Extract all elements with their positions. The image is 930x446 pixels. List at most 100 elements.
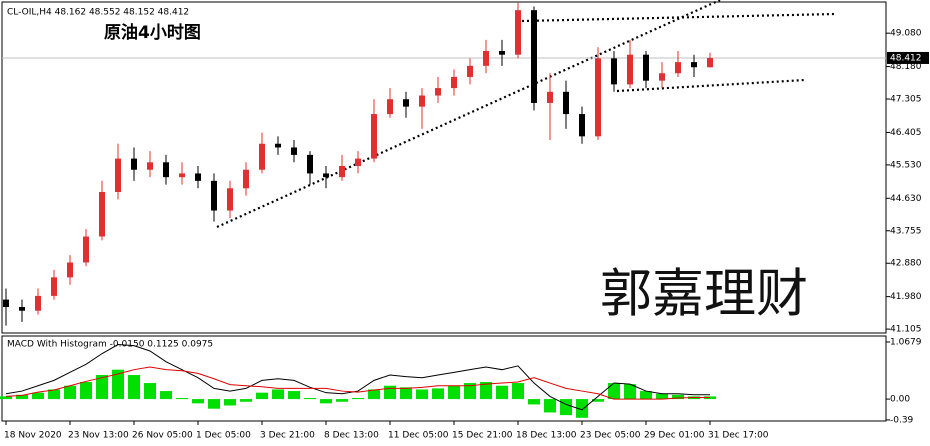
histogram-bar	[16, 394, 28, 400]
histogram-bar	[368, 389, 380, 400]
y-tick-label: 47.305	[890, 95, 922, 105]
histogram-bar	[80, 381, 92, 400]
histogram-bar	[32, 392, 44, 400]
y2-tick-label: -0.39	[890, 415, 914, 425]
trendline	[521, 12, 836, 23]
y-tick-label: 42.880	[890, 259, 922, 269]
histogram-bar	[96, 375, 108, 400]
candle-body	[131, 158, 137, 170]
candle-body	[355, 158, 361, 167]
symbol-header: CL-OIL,H4 48.162 48.552 48.152 48.412	[7, 8, 189, 18]
x-tick-label: 15 Dec 21:00	[452, 431, 513, 441]
candle-body	[147, 162, 153, 170]
candle-body	[35, 295, 41, 311]
candle-body	[323, 173, 329, 178]
indicator-panel	[1, 335, 887, 422]
histogram-bar	[640, 391, 652, 400]
x-tick-label: 26 Nov 05:00	[132, 431, 193, 441]
candle-body	[467, 65, 473, 77]
histogram-bar	[592, 399, 604, 402]
watermark: 郭嘉理财	[600, 265, 808, 325]
candle-body	[515, 10, 521, 55]
x-tick-label: 3 Dec 21:00	[260, 431, 315, 441]
y-tick-label: 41.980	[890, 292, 922, 302]
candle-body	[579, 114, 585, 137]
indicator-title: MACD With Histogram -0.0150 0.1125 0.097…	[7, 340, 213, 350]
candle-body	[563, 91, 569, 115]
histogram-bar	[304, 398, 316, 400]
x-tick-label: 1 Dec 05:00	[196, 431, 251, 441]
histogram-bar	[64, 385, 76, 400]
x-tick-label: 18 Nov 2020	[4, 431, 62, 441]
candle-body	[659, 73, 665, 81]
candle-body	[691, 62, 697, 68]
histogram-bar	[560, 399, 572, 416]
candle-body	[451, 76, 457, 89]
candle-body	[387, 99, 393, 115]
candle-body	[499, 50, 505, 55]
macd-line	[5, 344, 710, 411]
current-price-label: 48.412	[890, 53, 922, 63]
histogram-bar	[112, 369, 124, 400]
chart-title: 原油4小时图	[104, 22, 201, 43]
histogram-bar	[384, 385, 396, 400]
histogram-bar	[160, 391, 172, 400]
candle-body	[547, 91, 553, 103]
current-price-box	[887, 51, 929, 64]
candle-body	[275, 143, 281, 148]
candle-body	[195, 173, 201, 181]
histogram-bar	[576, 399, 588, 418]
histogram-bar	[128, 375, 140, 400]
candle-body	[339, 166, 345, 178]
candle-body	[163, 162, 169, 178]
candle-body	[643, 54, 649, 81]
candle-body	[3, 299, 9, 308]
y-tick-label: 44.630	[890, 194, 922, 204]
histogram-bar	[624, 384, 636, 400]
histogram-bar	[208, 399, 220, 409]
candle-body	[51, 277, 57, 296]
candle-body	[611, 58, 617, 85]
candle-body	[291, 147, 297, 155]
x-tick-label: 11 Dec 05:00	[388, 431, 449, 441]
candle-body	[707, 57, 713, 68]
x-tick-label: 18 Dec 13:00	[516, 431, 577, 441]
histogram-bar	[256, 392, 268, 400]
y-tick-label: 41.105	[890, 325, 922, 335]
y-tick-label: 45.530	[890, 160, 922, 170]
x-tick-label: 31 Dec 17:00	[708, 431, 769, 441]
histogram-bar	[144, 383, 156, 400]
candle-body	[99, 191, 105, 237]
histogram-bar	[192, 399, 204, 404]
candle-body	[675, 62, 681, 74]
histogram-bar	[240, 399, 252, 402]
y-tick-label: 48.180	[890, 62, 922, 72]
histogram-bar	[448, 385, 460, 400]
candle-body	[67, 262, 73, 278]
candle-body	[243, 169, 249, 189]
candle-body	[627, 54, 633, 85]
histogram-bar	[672, 394, 684, 400]
x-tick-label: 23 Nov 13:00	[68, 431, 129, 441]
histogram-bar	[0, 396, 12, 400]
histogram-bar	[48, 389, 60, 400]
histogram-bar	[544, 399, 556, 413]
x-tick-label: 29 Dec 01:00	[644, 431, 705, 441]
candle-body	[179, 173, 185, 178]
y-tick-label: 49.080	[890, 29, 922, 39]
histogram-bar	[480, 381, 492, 400]
candle-body	[115, 158, 121, 192]
y2-tick-label: 1.0679	[890, 337, 922, 347]
x-tick-label: 23 Dec 05:00	[580, 431, 641, 441]
y-tick-label: 46.405	[890, 128, 922, 138]
candle-body	[259, 143, 265, 170]
trendline	[216, 0, 721, 229]
y2-tick-label: 0.00	[890, 395, 910, 405]
histogram-bar	[272, 389, 284, 400]
signal-line	[5, 366, 710, 400]
candle-body	[483, 50, 489, 66]
histogram-bar	[224, 399, 236, 406]
candle-body	[419, 95, 425, 107]
trendline	[616, 78, 806, 93]
y-tick-label: 43.755	[890, 226, 922, 236]
